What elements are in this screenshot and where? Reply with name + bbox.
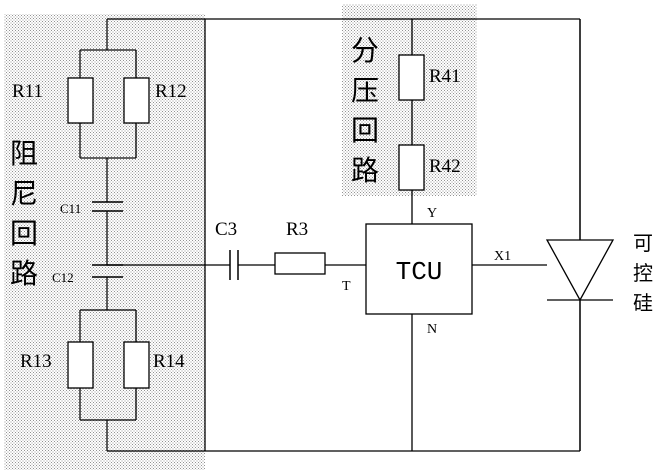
divider-circuit-title: 分 压 回 路 bbox=[351, 34, 379, 187]
resistor-r12 bbox=[123, 77, 150, 124]
resistor-r3 bbox=[274, 252, 326, 275]
svg-text:阻: 阻 bbox=[10, 137, 38, 170]
svg-text:可: 可 bbox=[633, 231, 653, 255]
pin-x1-label: X1 bbox=[494, 249, 511, 264]
thyristor-label: 可 控 硅 bbox=[633, 231, 653, 315]
pin-t-label: T bbox=[342, 279, 351, 294]
pin-y-label: Y bbox=[427, 206, 437, 221]
label-r3: R3 bbox=[286, 219, 308, 240]
label-c12: C12 bbox=[52, 270, 74, 285]
label-r42: R42 bbox=[429, 156, 461, 177]
capacitor-c3 bbox=[229, 250, 239, 280]
thyristor-icon bbox=[545, 239, 615, 451]
label-r11: R11 bbox=[12, 81, 43, 102]
label-r12: R12 bbox=[155, 81, 187, 102]
svg-text:路: 路 bbox=[10, 257, 38, 290]
svg-text:硅: 硅 bbox=[633, 291, 653, 315]
damping-circuit-title: 阻 尼 回 路 bbox=[10, 137, 38, 290]
pin-n-label: N bbox=[427, 322, 437, 337]
resistor-r13 bbox=[67, 341, 94, 389]
label-r13: R13 bbox=[20, 351, 52, 372]
capacitor-c12 bbox=[92, 264, 123, 278]
label-c11: C11 bbox=[60, 201, 81, 216]
resistor-r41 bbox=[398, 54, 425, 101]
capacitor-c11 bbox=[92, 201, 123, 212]
wires bbox=[79, 18, 581, 452]
svg-text:控: 控 bbox=[633, 261, 653, 285]
svg-text:回: 回 bbox=[351, 114, 379, 147]
resistor-r14 bbox=[123, 341, 150, 389]
svg-text:压: 压 bbox=[351, 74, 379, 107]
resistor-r42 bbox=[398, 144, 425, 191]
label-c3: C3 bbox=[215, 219, 237, 240]
label-r41: R41 bbox=[429, 66, 461, 87]
label-r14: R14 bbox=[153, 351, 185, 372]
damping-circuit-region bbox=[4, 14, 205, 470]
tcu-box bbox=[365, 223, 473, 315]
svg-text:路: 路 bbox=[351, 154, 379, 187]
svg-text:尼: 尼 bbox=[10, 177, 38, 210]
svg-text:回: 回 bbox=[10, 217, 38, 250]
svg-text:分: 分 bbox=[351, 34, 379, 67]
label-tcu: TCU bbox=[396, 257, 443, 287]
resistor-r11 bbox=[67, 77, 94, 124]
